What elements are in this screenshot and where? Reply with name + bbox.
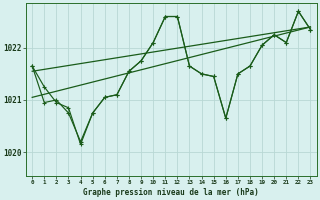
X-axis label: Graphe pression niveau de la mer (hPa): Graphe pression niveau de la mer (hPa) xyxy=(84,188,259,197)
